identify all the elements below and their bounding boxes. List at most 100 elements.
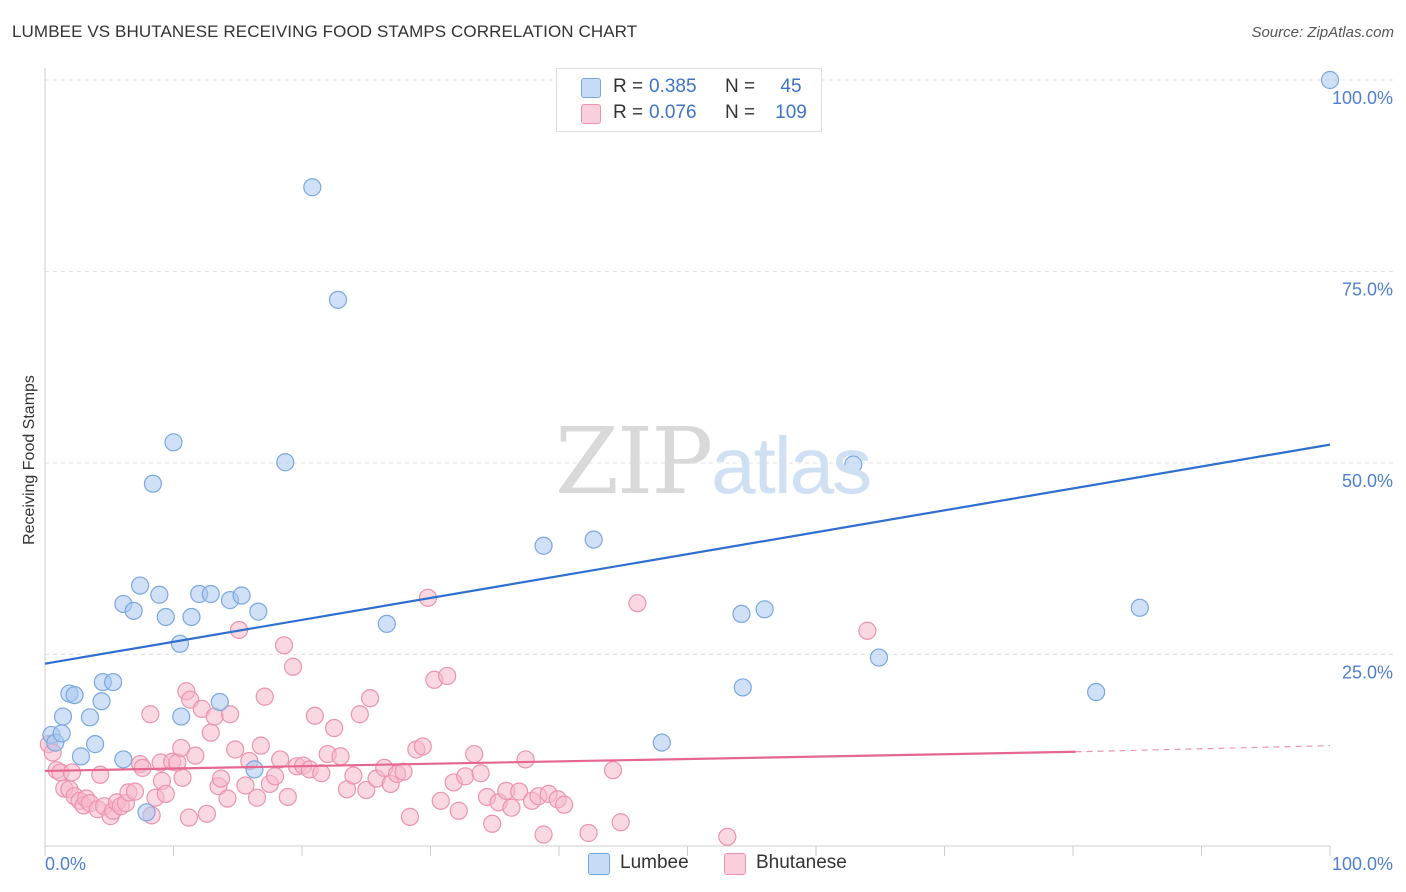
bhutanese-point (394, 762, 413, 781)
lumbee-point (534, 536, 553, 555)
bhutanese-point (247, 788, 267, 807)
lumbee-point (201, 584, 220, 604)
n-label: N = (725, 102, 756, 123)
lumbee-point (232, 586, 251, 605)
legend-label-bhutanese: Bhutanese (756, 852, 847, 873)
x-tick-label: 0.0% (45, 854, 86, 874)
lumbee-point (182, 607, 201, 627)
bhutanese-point (271, 750, 290, 769)
y-axis-label: Receiving Food Stamps (21, 375, 38, 545)
bhutanese-point (251, 736, 270, 755)
lumbee-point (377, 614, 396, 633)
lumbee-point (124, 601, 143, 620)
bhutanese-point (220, 705, 240, 724)
bhutanese-point (331, 747, 350, 766)
lumbee-point (150, 585, 169, 604)
watermark-zip: ZIP (555, 408, 713, 515)
n-label: N = (725, 76, 756, 97)
lumbee-point (86, 735, 105, 754)
bhutanese-point (483, 814, 502, 833)
bhutanese-point (516, 750, 535, 769)
bhutanese-point (179, 808, 199, 827)
lumbee-point (844, 455, 863, 474)
bhutanese-point (555, 795, 574, 814)
bhutanese-point (305, 706, 324, 725)
bhutanese-point (62, 763, 82, 782)
lumbee-point (733, 678, 752, 697)
y-tick-label: 25.0% (1342, 663, 1393, 683)
lumbee-point (303, 178, 322, 197)
lumbee-point (210, 692, 229, 712)
bhutanese-swatch (581, 104, 601, 124)
chart-title: LUMBEE VS BHUTANESE RECEIVING FOOD STAMP… (12, 22, 638, 41)
bhutanese-point (255, 687, 274, 706)
bhutanese-point (211, 769, 231, 788)
r-label: R = (613, 76, 644, 97)
lumbee-point (249, 602, 268, 621)
lumbee-point (114, 750, 133, 769)
bhutanese-swatch (724, 853, 746, 875)
trend-lines (44, 443, 1331, 773)
r-label: R = (613, 102, 644, 123)
bhutanese-trend-extension (1075, 745, 1331, 753)
lumbee-point (71, 747, 91, 766)
lumbee-point (80, 708, 100, 727)
bhutanese-point (357, 780, 376, 800)
lumbee-point (156, 607, 175, 627)
lumbee-point (143, 474, 163, 493)
bhutanese-point (350, 705, 369, 724)
watermark: ZIPatlas (555, 408, 872, 515)
y-tick-label: 75.0% (1342, 280, 1393, 300)
lumbee-point (52, 724, 71, 743)
source-label: Source: ZipAtlas.com (1251, 24, 1394, 41)
bhutanese-point (413, 737, 432, 756)
bhutanese-point (465, 744, 484, 764)
r-value: 0.385 (649, 76, 697, 97)
bhutanese-point (125, 782, 145, 801)
lumbee-point (137, 803, 156, 822)
r-value: 0.076 (649, 102, 697, 123)
y-tick-label: 50.0% (1342, 471, 1393, 491)
lumbee-point (245, 760, 264, 779)
lumbee-point (755, 600, 774, 619)
lumbee-point (92, 692, 111, 711)
bhutanese-point (502, 798, 521, 817)
lumbee-point (1130, 598, 1149, 617)
lumbee-point (1087, 682, 1106, 702)
lumbee-points (42, 70, 1340, 822)
bhutanese-point (226, 740, 245, 759)
bhutanese-point (201, 723, 220, 742)
bhutanese-point (534, 825, 553, 844)
bhutanese-point (438, 666, 457, 686)
bhutanese-point (133, 758, 152, 777)
bhutanese-point (278, 787, 297, 807)
bhutanese-point (456, 767, 475, 786)
bhutanese-point (325, 718, 344, 738)
lumbee-point (53, 707, 73, 726)
lumbee-point (652, 733, 671, 752)
bhutanese-point (510, 782, 529, 801)
bhutanese-point (173, 768, 192, 787)
lumbee-swatch (581, 78, 601, 98)
lumbee-point (1320, 70, 1340, 90)
bhutanese-point (283, 657, 303, 676)
lumbee-point (328, 290, 348, 309)
bhutanese-point (718, 827, 737, 846)
lumbee-point (732, 604, 751, 624)
bhutanese-point (218, 789, 237, 808)
bhutanese-point (236, 776, 255, 795)
bhutanese-point (611, 813, 630, 832)
watermark-atlas: atlas (711, 421, 872, 510)
bhutanese-point (628, 594, 647, 613)
bhutanese-point (265, 767, 285, 786)
bhutanese-point (344, 766, 363, 785)
bhutanese-point (312, 764, 331, 783)
axes (44, 68, 1331, 856)
bhutanese-point (431, 791, 450, 810)
stats-legend: R = 0.385 N = 45 R = 0.076 N = 109 (556, 68, 822, 132)
x-tick-label: 100.0% (1332, 854, 1393, 874)
bhutanese-point (579, 823, 598, 843)
bhutanese-point (141, 705, 160, 724)
lumbee-point (170, 634, 190, 653)
lumbee-trend-line (44, 443, 1331, 665)
